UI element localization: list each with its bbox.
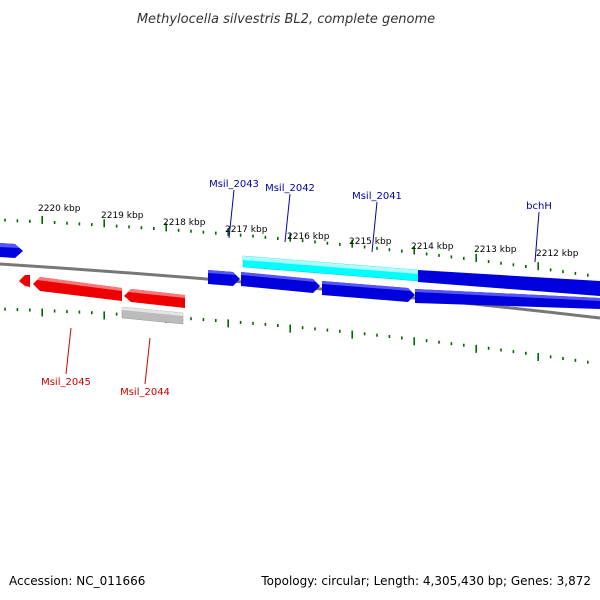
tick-label: 2214 kbp xyxy=(411,242,454,252)
tick-label: 2216 kbp xyxy=(287,232,330,242)
tick-label: 2212 kbp xyxy=(536,249,579,259)
forward-gene-edge[interactable] xyxy=(0,243,23,258)
map-title: Methylocella silvestris BL2, complete ge… xyxy=(137,12,435,27)
forward-gene-msil-2042[interactable] xyxy=(241,272,320,293)
forward-gene-msil-2041[interactable] xyxy=(322,281,415,302)
gene-label-msil-2043[interactable]: Msil_2043 xyxy=(209,179,259,190)
gene-label-lines xyxy=(65,189,540,385)
tick-label: 2219 kbp xyxy=(101,211,144,221)
gene-labels: Msil_2043 Msil_2042 Msil_2041 bchH Msil_… xyxy=(41,179,552,398)
gene-label-msil-2041[interactable]: Msil_2041 xyxy=(352,191,402,202)
gene-label-bchh[interactable]: bchH xyxy=(526,201,552,212)
forward-gene-msil-2043[interactable] xyxy=(208,270,240,286)
reverse-gene-edge[interactable] xyxy=(19,275,30,287)
tick-label: 2220 kbp xyxy=(38,204,81,214)
outer-tick-ring xyxy=(4,215,589,277)
genome-summary-text: Topology: circular; Length: 4,305,430 bp… xyxy=(261,574,591,588)
tick-label: 2215 kbp xyxy=(349,237,392,247)
inner-tick-ring xyxy=(4,307,589,364)
tick-label: 2218 kbp xyxy=(163,218,206,228)
forward-gene-bchh[interactable] xyxy=(415,270,600,309)
tick-label: 2217 kbp xyxy=(225,225,268,235)
pseudo-feature[interactable] xyxy=(121,306,184,325)
reverse-gene-msil-2045[interactable] xyxy=(33,277,122,301)
accession-text: Accession: NC_011666 xyxy=(9,574,146,588)
tick-label: 2213 kbp xyxy=(474,245,517,255)
gene-label-msil-2045[interactable]: Msil_2045 xyxy=(41,377,91,388)
feature-tracks: 2220 kbp 2219 kbp 2218 kbp 2217 kbp 2216… xyxy=(0,179,600,398)
gene-label-msil-2042[interactable]: Msil_2042 xyxy=(265,183,315,194)
reverse-gene-msil-2044[interactable] xyxy=(124,289,185,308)
gene-label-msil-2044[interactable]: Msil_2044 xyxy=(120,387,170,398)
tick-labels: 2220 kbp 2219 kbp 2218 kbp 2217 kbp 2216… xyxy=(38,204,579,259)
